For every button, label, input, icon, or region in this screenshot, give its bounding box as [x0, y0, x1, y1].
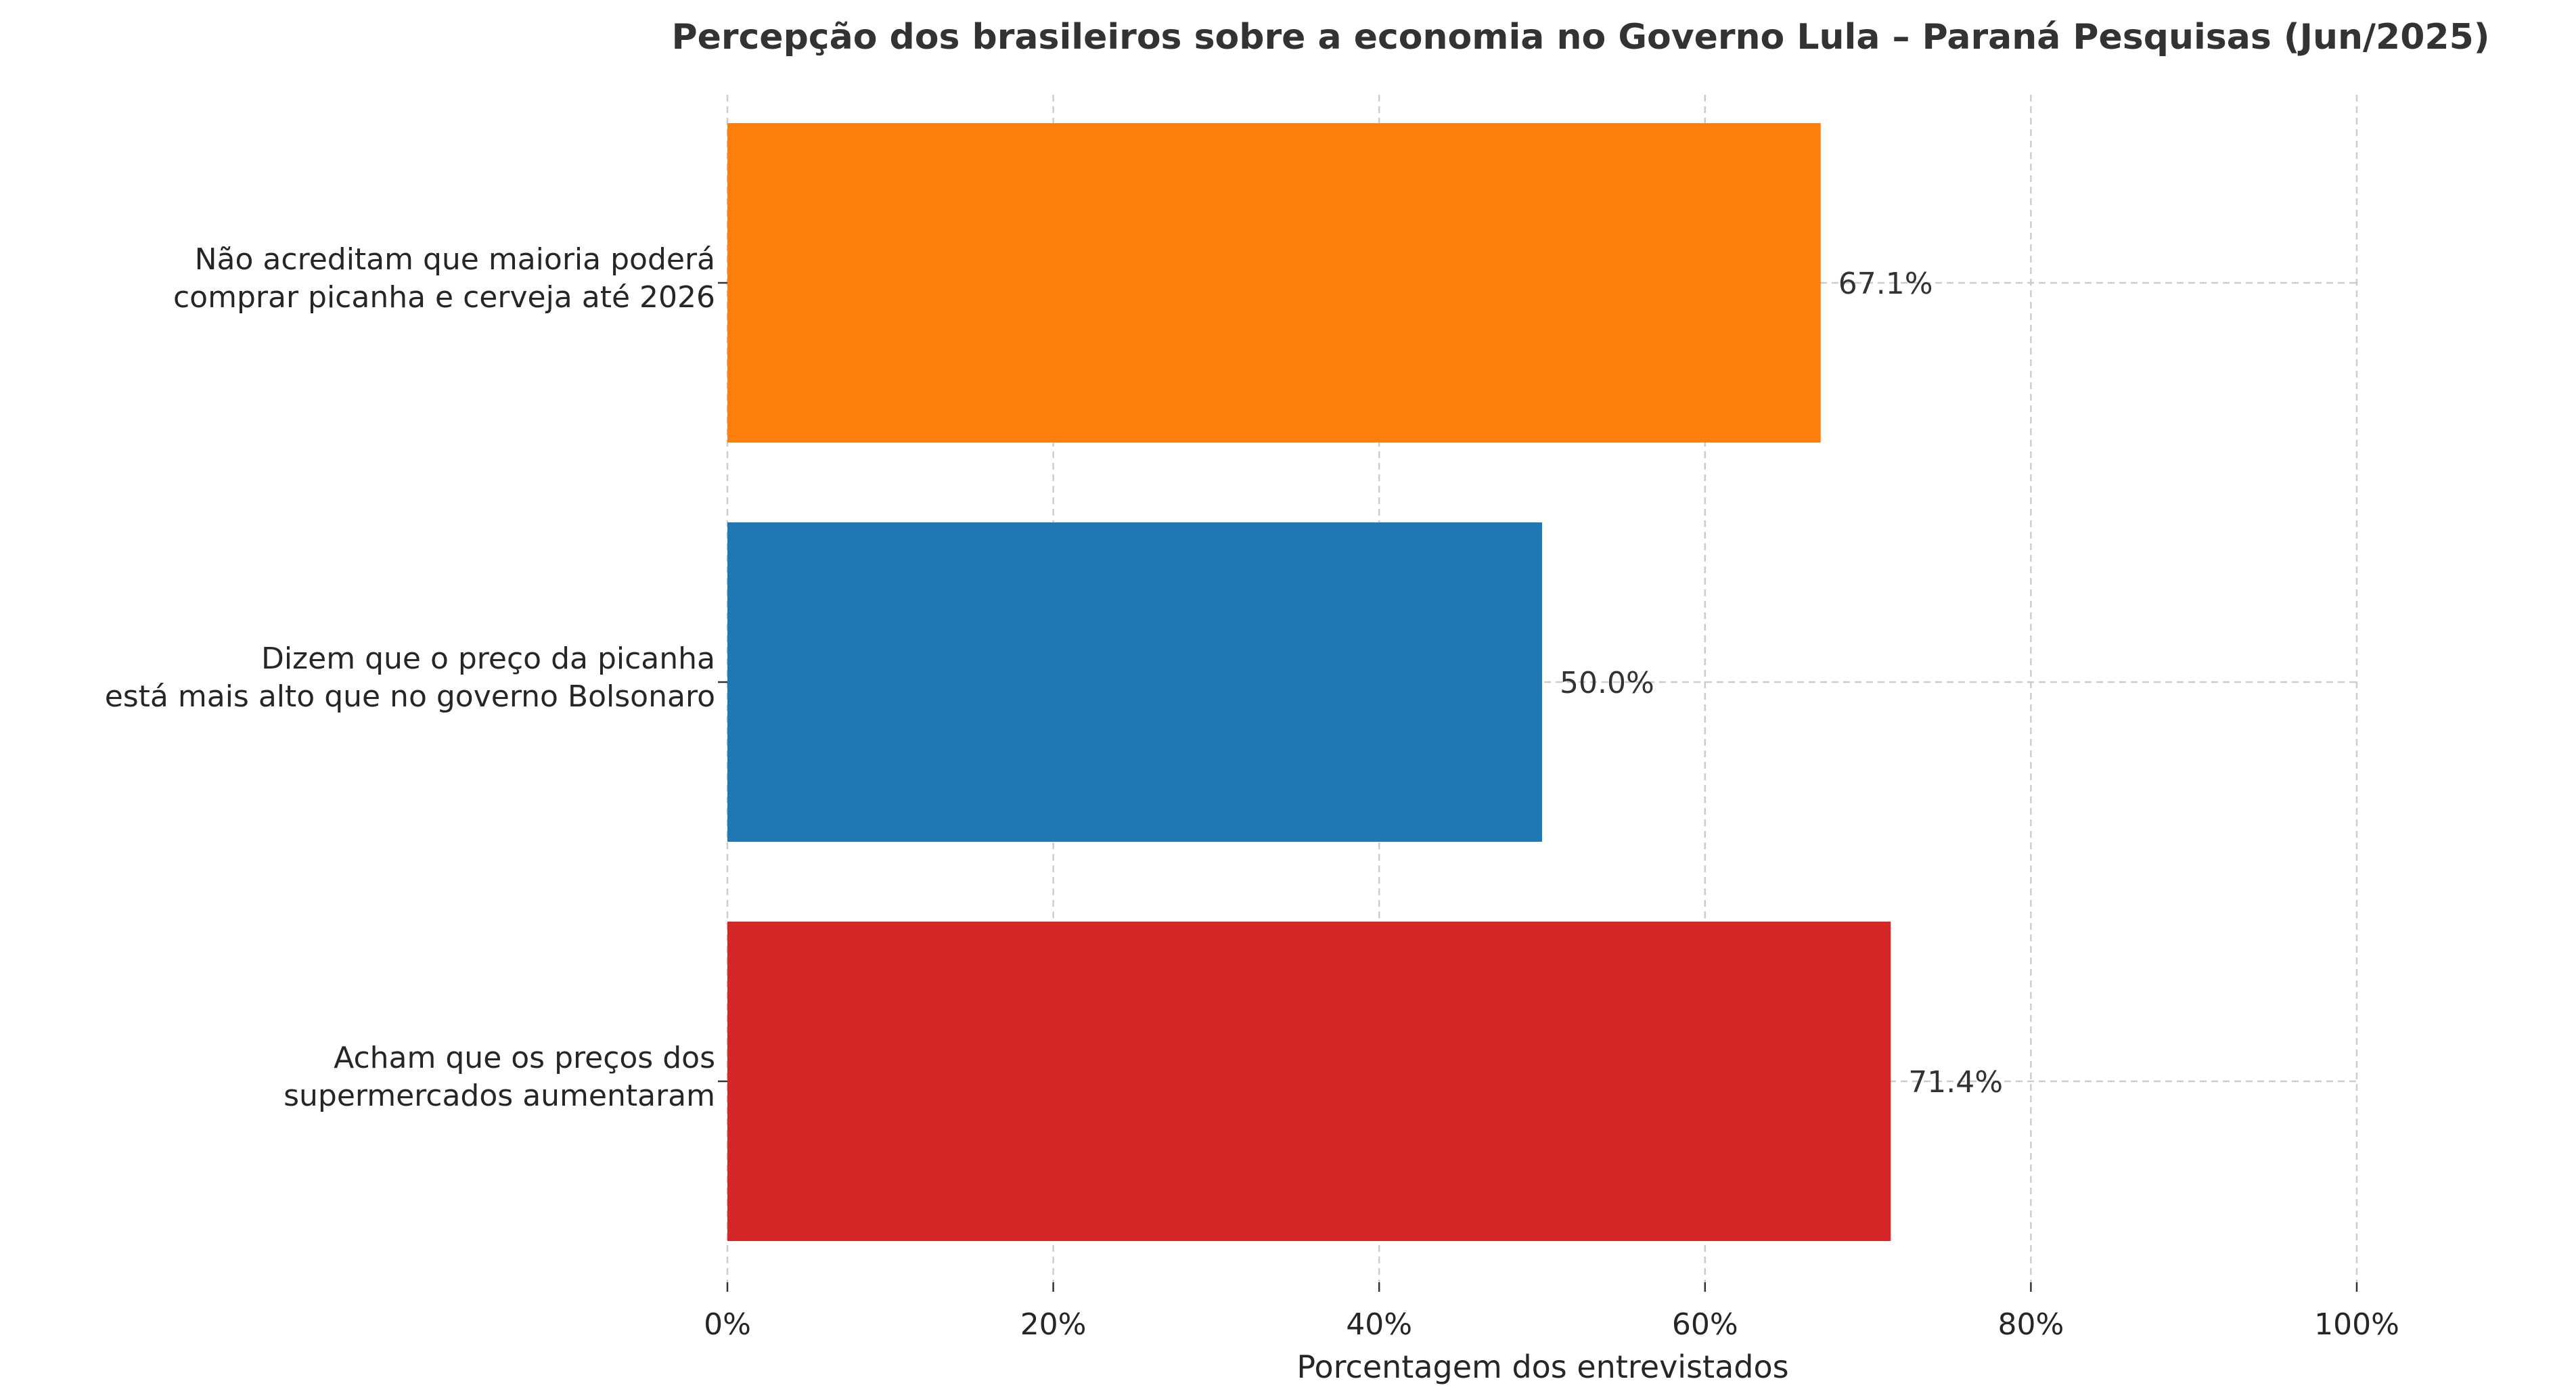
chart-title: Percepção dos brasileiros sobre a econom…	[671, 17, 2489, 58]
bar	[727, 123, 1821, 443]
x-tick-label: 100%	[2314, 1307, 2399, 1342]
category-label: Não acreditam que maioria poderá	[195, 242, 715, 277]
x-tick-label: 60%	[1672, 1307, 1738, 1342]
category-label: comprar picanha e cerveja até 2026	[173, 280, 715, 315]
x-tick-label: 40%	[1346, 1307, 1412, 1342]
bar	[727, 522, 1542, 842]
bar	[727, 922, 1891, 1241]
x-tick-label: 0%	[704, 1307, 751, 1342]
bar-value-label: 67.1%	[1838, 267, 1933, 301]
bar-value-label: 50.0%	[1560, 666, 1654, 700]
x-tick-label: 20%	[1020, 1307, 1087, 1342]
category-label: Acham que os preços dos	[334, 1041, 715, 1075]
bar-value-label: 71.4%	[1908, 1065, 2003, 1100]
category-label: está mais alto que no governo Bolsonaro	[105, 679, 715, 714]
category-label: Dizem que o preço da picanha	[261, 641, 715, 676]
x-tick-label: 80%	[1998, 1307, 2064, 1342]
x-axis-label: Porcentagem dos entrevistados	[1296, 1349, 1788, 1385]
category-label: supermercados aumentaram	[284, 1079, 715, 1113]
